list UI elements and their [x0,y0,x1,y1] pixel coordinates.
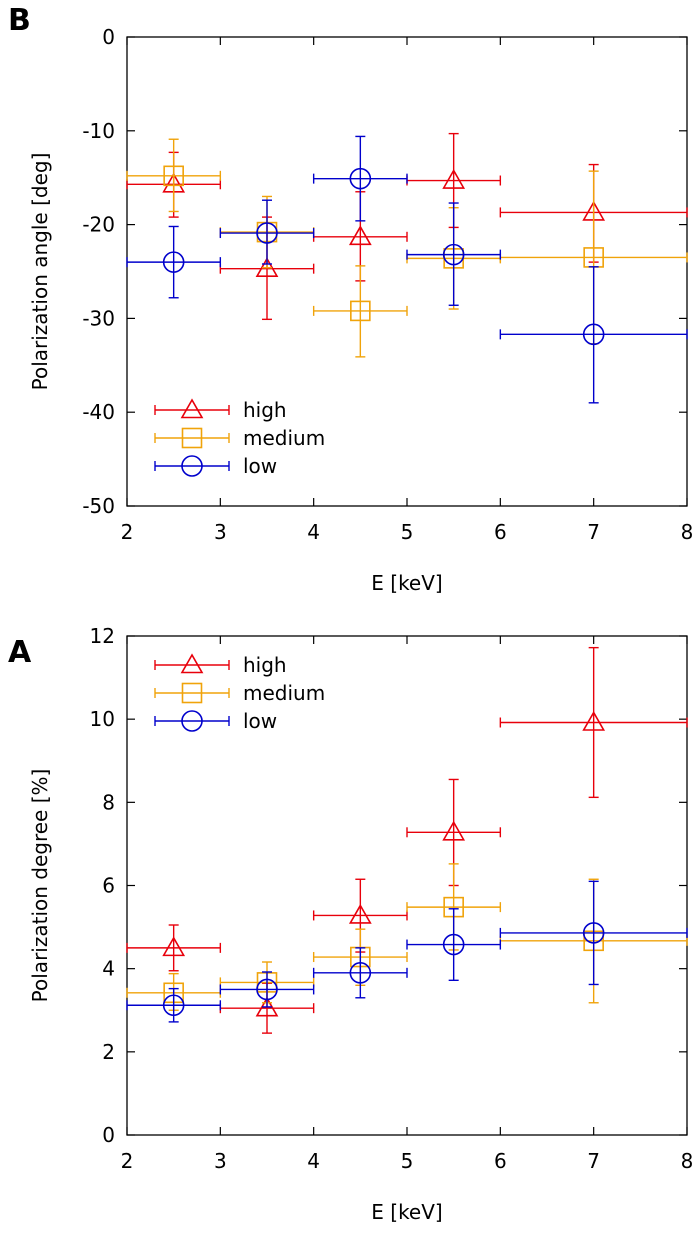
data-point-low [219,971,315,1008]
data-point-low [126,987,222,1023]
y-tick-label: 0 [102,1123,115,1147]
data-point-low [219,199,315,265]
circle-marker [442,243,465,266]
data-point-medium [312,265,408,358]
y-tick-label: 6 [102,874,115,898]
triangle-marker [162,936,186,957]
data-point-low [312,135,408,222]
y-tick-label: -20 [82,213,115,237]
y-tick-label: 2 [102,1040,115,1064]
plot-frame [126,36,688,507]
triangle-marker [442,168,466,189]
data-point-low [406,202,502,306]
legend-square-icon [181,427,203,449]
x-tick-label: 2 [121,1149,134,1173]
square-marker [350,300,371,322]
data-point-low [126,225,222,299]
y-tick-label: -40 [82,400,115,424]
legend-label: low [243,454,277,478]
data-point-high [126,924,222,972]
x-tick-label: 4 [307,520,320,544]
legend-circle-icon [181,710,203,732]
circle-marker [162,251,185,273]
triangle-marker [582,710,606,731]
y-tick-label: -10 [82,119,115,143]
y-tick-label: 4 [102,957,115,981]
triangle-marker [348,903,372,924]
data-point-high [406,132,502,229]
series-medium [126,138,688,358]
circle-marker [442,933,465,956]
circle-marker [349,962,372,984]
y-tick-label: 10 [90,707,115,731]
y-tick-label: -30 [82,306,115,330]
square-marker [163,165,184,187]
x-tick-label: 4 [307,1149,320,1173]
legend-square-icon [181,682,203,704]
x-tick-label: 6 [494,520,507,544]
series-low [126,880,688,1023]
legend: high medium low [154,653,325,733]
legend-label: high [243,398,287,422]
circle-marker [582,323,605,346]
series-low [126,135,688,404]
data-point-high [499,646,688,799]
plot-frame [126,635,688,1136]
circle-marker [256,222,278,244]
y-tick-label: 0 [102,25,115,49]
panel-letter: A [8,635,32,670]
circle-marker [256,978,278,1001]
x-tick-label: 3 [214,520,227,544]
legend-triangle-icon [180,653,204,674]
x-tick-label: 7 [587,1149,600,1173]
y-axis-title: Polarization degree [%] [28,769,52,1003]
legend-entry-medium: medium [154,426,325,450]
triangle-marker [348,225,372,246]
y-tick-label: -50 [82,494,115,518]
circle-marker [349,167,372,190]
legend: high medium low [154,398,325,478]
x-axis-title: E [keV] [371,1200,442,1224]
legend-entry-low: low [154,454,277,478]
legend-label: medium [243,426,325,450]
legend-entry-high: high [154,398,287,422]
series-high [126,646,688,1034]
legend-triangle-icon [180,398,204,419]
legend-label: high [243,653,287,677]
x-tick-label: 6 [494,1149,507,1173]
data-point-medium [126,138,222,213]
y-tick-label: 8 [102,790,115,814]
triangle-marker [442,820,466,841]
data-point-low [499,880,688,986]
data-point-low [406,908,502,982]
x-tick-label: 8 [681,520,694,544]
x-tick-label: 7 [587,520,600,544]
panel-b-polarization-angle: B 2 3 4 5 6 7 8 0 -10 -20 -30 -40 -50 E [keV] Polarizat… [8,3,693,595]
legend-entry-high: high [154,653,287,677]
legend-label: low [243,709,277,733]
x-tick-label: 3 [214,1149,227,1173]
legend-label: medium [243,681,325,705]
y-axis-title: Polarization angle [deg] [28,153,52,391]
data-point-low [312,947,408,999]
x-tick-label: 2 [121,520,134,544]
x-tick-label: 5 [401,520,414,544]
legend-entry-low: low [154,709,277,733]
panel-letter: B [8,3,31,38]
legend-entry-medium: medium [154,681,325,705]
x-axis-title: E [keV] [371,571,442,595]
circle-marker [162,994,185,1017]
y-tick-label: 12 [90,624,115,648]
data-point-low [499,266,688,404]
circle-marker [582,922,605,944]
x-tick-label: 8 [681,1149,694,1173]
x-tick-label: 5 [401,1149,414,1173]
series-high [126,132,688,321]
legend-circle-icon [181,455,203,477]
